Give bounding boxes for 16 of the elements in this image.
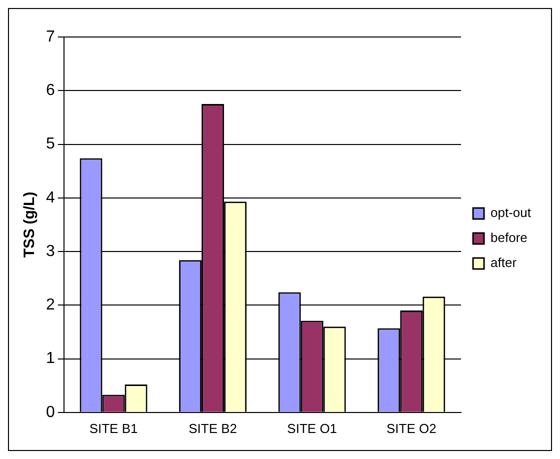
- x-tick-label: SITE B1: [89, 420, 138, 436]
- y-tick-label: 1: [46, 350, 55, 368]
- x-tick-label: SITE O1: [287, 420, 338, 436]
- x-tick-label: SITE B2: [188, 420, 238, 436]
- y-tick-label: 3: [46, 242, 55, 260]
- y-tick-label: 4: [46, 189, 55, 206]
- y-axis-title: TSS (g/L): [21, 192, 38, 258]
- legend-label: opt-out: [490, 205, 532, 220]
- y-tick-label: 0: [46, 404, 55, 421]
- x-tick-label: SITE O2: [386, 420, 436, 436]
- y-tick-label: 5: [46, 136, 55, 153]
- y-tick-label: 2: [46, 296, 55, 314]
- y-tick-label: 7: [46, 28, 55, 46]
- y-tick-label: 6: [46, 82, 55, 100]
- legend-label: before: [490, 230, 528, 246]
- legend-label: after: [490, 255, 518, 270]
